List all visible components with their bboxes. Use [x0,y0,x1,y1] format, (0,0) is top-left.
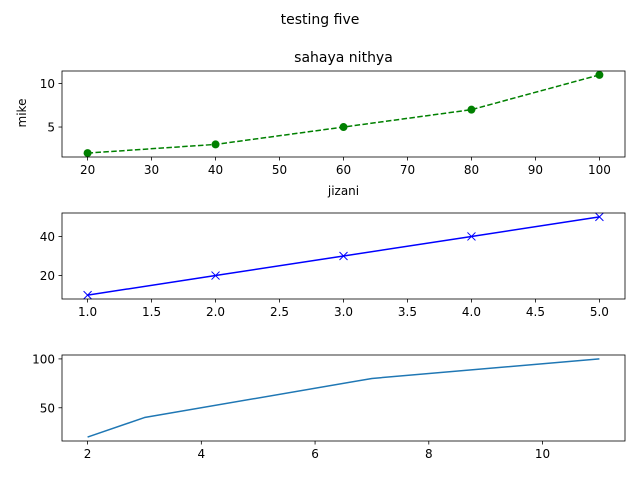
x-tick-label: 80 [464,163,479,177]
data-point [211,271,220,280]
subplot-top: sahaya nithya jizani mike 20 30 40 50 60 70 80… [15,50,626,198]
subplot-middle: 1.0 1.5 2.0 2.5 3.0 3.5 4.0 4.5 5.0 20 40 [40,212,626,319]
y-tick-label: 20 [40,269,55,283]
x-tick-label: 90 [528,163,543,177]
x-tick-label: 2 [84,447,92,461]
data-point-stroke [83,290,92,300]
x-tick-label: 10 [535,447,550,461]
data-point [595,212,604,222]
x-tick-label: 4 [198,447,206,461]
x-tick-label: 3.5 [398,305,417,319]
x-tick-label: 1.5 [142,305,161,319]
data-point-stroke [339,251,348,261]
x-tick-label: 2.5 [270,305,289,319]
data-point [83,149,92,158]
data-point-stroke [467,232,476,241]
subplot-top-ylabel: mike [15,99,29,128]
y-tick-label: 50 [40,401,55,415]
subplot-top-title: sahaya nithya [294,50,393,66]
data-point [83,290,92,300]
figure-suptitle: testing five [281,12,360,28]
subplot-top-xlabel: jizani [327,184,359,198]
axes-frame [61,354,626,442]
x-tick-label: 30 [144,163,159,177]
y-tick-label: 10 [40,77,55,91]
subplot-bottom: 2 4 6 8 10 50 100 [32,352,626,461]
x-tick-label: 20 [80,163,95,177]
x-tick-label: 4.0 [462,305,481,319]
x-tick-label: 3.0 [334,305,353,319]
x-tick-label: 5.0 [590,305,609,319]
x-tick-label: 4.5 [526,305,545,319]
data-point-stroke [595,212,604,222]
x-tick-label: 6 [311,447,319,461]
series-line-1 [87,358,600,438]
data-point [339,123,348,132]
y-tick-label: 100 [32,352,55,366]
data-point [211,140,220,149]
x-tick-label: 2.0 [206,305,225,319]
x-tick-label: 1.0 [78,305,97,319]
x-tick-label: 50 [272,163,287,177]
x-tick-label: 40 [208,163,223,177]
x-tick-label: 8 [425,447,433,461]
x-tick-label: 100 [588,163,611,177]
y-tick-label: 5 [47,121,55,135]
y-tick-label: 40 [40,230,55,244]
x-tick-label: 70 [400,163,415,177]
x-tick-label: 60 [336,163,351,177]
data-point [595,70,604,79]
data-point [467,232,476,241]
data-point-stroke [211,271,220,280]
data-point [339,251,348,261]
data-point [467,105,476,114]
